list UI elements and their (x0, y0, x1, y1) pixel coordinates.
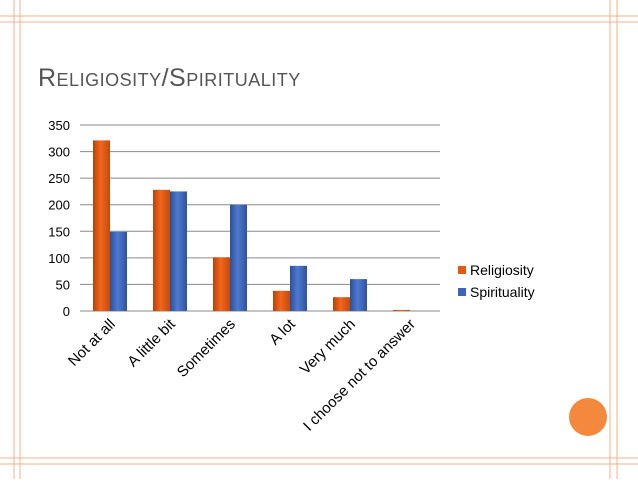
y-tick-label: 0 (63, 304, 70, 319)
y-tick-label: 300 (48, 145, 70, 160)
y-tick-label: 100 (48, 251, 70, 266)
bar-spirituality-0 (110, 231, 127, 311)
bar-religiosity-2 (213, 257, 230, 311)
x-tick-label: A lot (266, 315, 299, 348)
y-tick-label: 200 (48, 198, 70, 213)
legend-label-religiosity: Religiosity (470, 262, 534, 278)
slide-title: Religiosity/Spirituality (38, 64, 301, 92)
x-tick-label: A little bit (124, 315, 179, 370)
bars (93, 140, 410, 311)
y-axis-ticks: 0 50 100 150 200 250 300 350 (48, 118, 70, 319)
bar-religiosity-4 (333, 297, 350, 311)
bar-spirituality-1 (170, 191, 187, 311)
legend-label-spirituality: Spirituality (470, 284, 535, 300)
bar-religiosity-1 (153, 189, 170, 311)
gridlines (80, 124, 440, 312)
x-tick-label: I choose not to answer (300, 316, 419, 435)
bar-religiosity-5 (393, 309, 410, 311)
x-tick-label: Very much (297, 316, 359, 378)
x-tick-label: Not at all (65, 316, 119, 370)
bar-religiosity-3 (273, 290, 290, 311)
bar-spirituality-2 (230, 204, 247, 311)
bar-spirituality-4 (350, 279, 367, 311)
bar-religiosity-0 (93, 140, 110, 311)
y-tick-label: 150 (48, 224, 70, 239)
y-tick-label: 250 (48, 171, 70, 186)
decorative-circle (569, 398, 607, 436)
y-tick-label: 50 (56, 277, 70, 292)
y-tick-label: 350 (48, 118, 70, 133)
x-tick-label: Sometimes (174, 316, 239, 381)
legend-swatch-religiosity (458, 266, 466, 274)
legend: Religiosity Spirituality (458, 262, 535, 300)
legend-swatch-spirituality (458, 288, 466, 296)
bar-spirituality-3 (290, 265, 307, 311)
